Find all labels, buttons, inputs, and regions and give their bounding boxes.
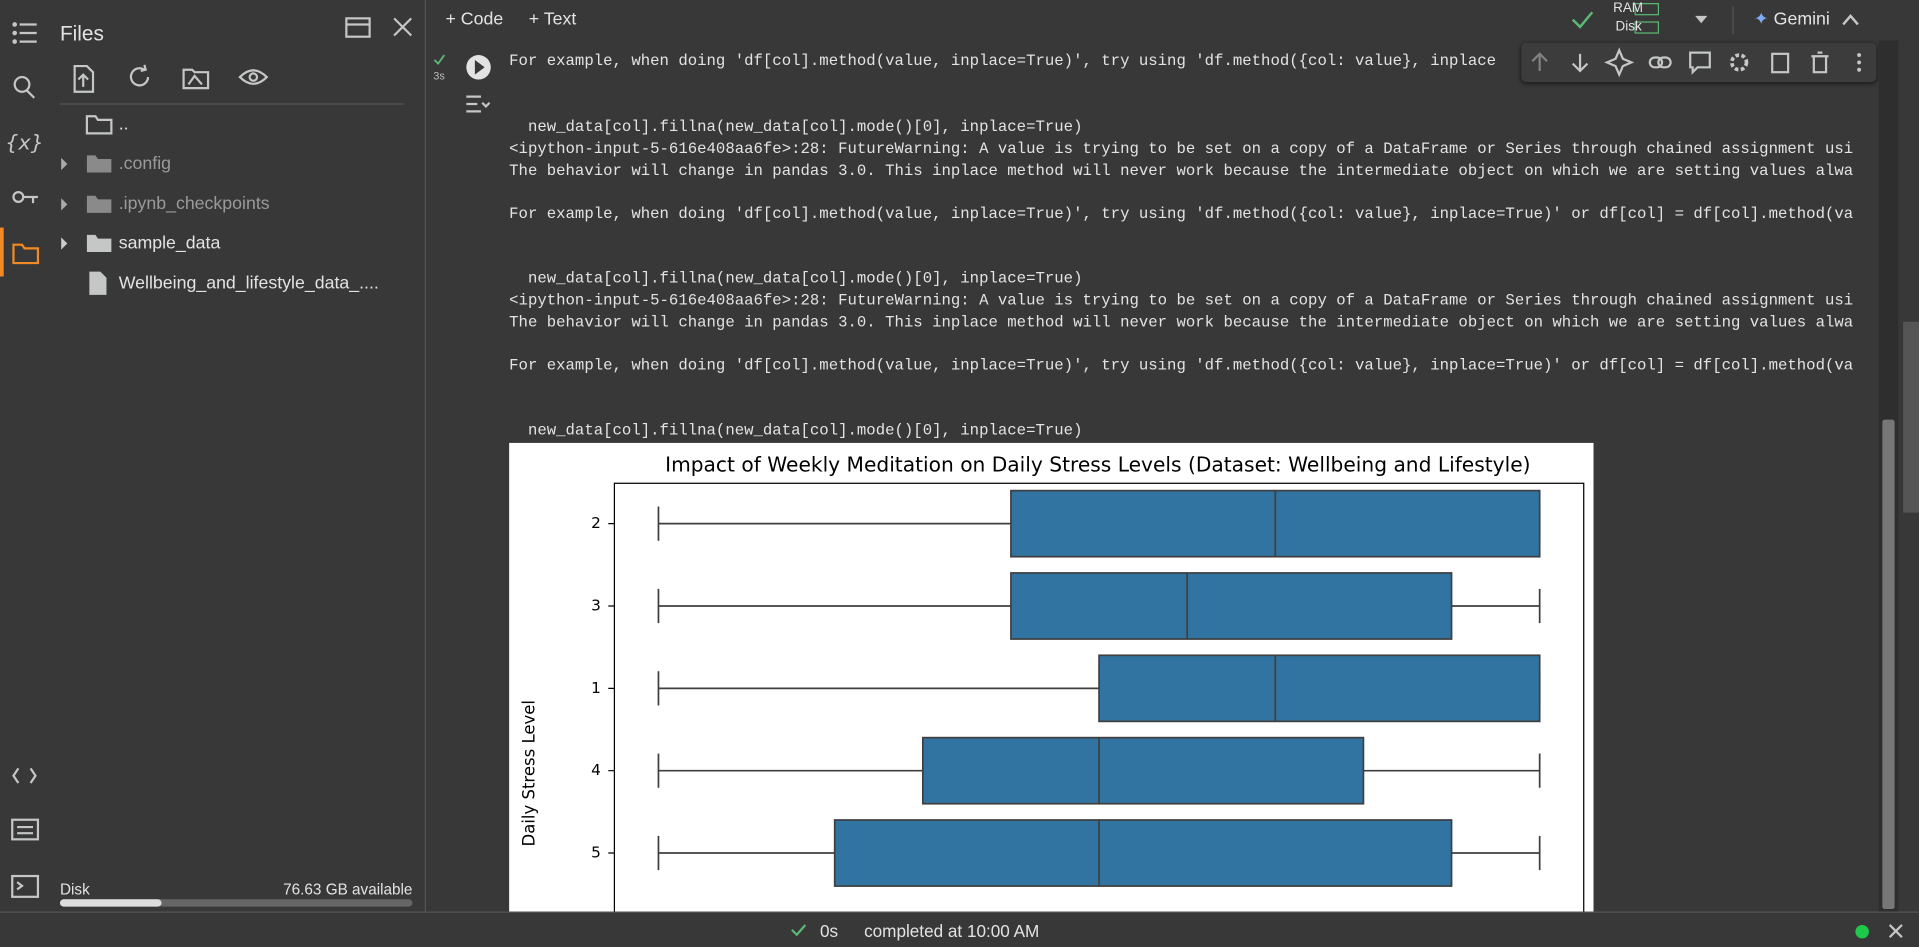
- move-down-icon[interactable]: [1571, 53, 1589, 73]
- success-icon: [433, 54, 446, 66]
- label: Text: [543, 9, 577, 30]
- box: [833, 819, 1453, 887]
- file-item[interactable]: .config: [118, 154, 172, 174]
- toolbar-icons: [1571, 3, 1859, 35]
- file-item[interactable]: ..: [118, 115, 129, 135]
- resources-dropdown[interactable]: [1695, 15, 1708, 24]
- panel-icons: [59, 17, 413, 907]
- file-item[interactable]: Wellbeing_and_lifestyle_data_....: [118, 274, 379, 294]
- code-snippets-icon[interactable]: [12, 767, 37, 784]
- mirror-icon[interactable]: [1771, 52, 1790, 74]
- new-window-icon[interactable]: [345, 17, 371, 38]
- output-line: For example, when doing 'df[col].method(…: [509, 356, 1854, 375]
- variables-icon[interactable]: {x}: [5, 130, 44, 154]
- upload-icon[interactable]: [73, 64, 95, 93]
- disk-label: Disk: [59, 880, 90, 899]
- connection-dot: [1855, 924, 1869, 939]
- y-tick-label: 4: [591, 761, 601, 779]
- elapsed-time: 0s: [820, 921, 839, 941]
- search-icon[interactable]: [13, 75, 36, 99]
- file-icons: [61, 115, 113, 295]
- output-line: For example, when doing 'df[col].method(…: [509, 204, 1854, 223]
- scrollbar-track: [1878, 40, 1899, 912]
- link-icon[interactable]: [1648, 56, 1672, 69]
- output-line: new_data[col].fillna(new_data[col].mode(…: [509, 420, 1083, 440]
- menu-icon[interactable]: [12, 22, 37, 44]
- toolbar: + Code + Text RAM Disk ✦ Gemini: [426, 0, 1919, 40]
- hidden-files-icon[interactable]: [238, 69, 269, 85]
- status-check: [791, 924, 807, 937]
- output-line: The behavior will change in pandas 3.0. …: [509, 313, 1854, 332]
- command-palette-icon[interactable]: [11, 818, 40, 841]
- page-scrollbar[interactable]: [1903, 321, 1919, 513]
- label: Gemini: [1773, 9, 1830, 30]
- files-icon[interactable]: [12, 243, 40, 265]
- output-line: The behavior will change in pandas 3.0. …: [509, 161, 1854, 180]
- output-line: For example, when doing 'df[col].method(…: [509, 51, 1497, 70]
- icon-rail: {x}: [0, 22, 44, 898]
- output-line: <ipython-input-5-616e408aa6fe>:28: Futur…: [509, 291, 1854, 310]
- more-icon[interactable]: [1857, 53, 1862, 72]
- delete-icon[interactable]: [1811, 51, 1829, 74]
- ram-label: RAM: [1613, 1, 1644, 16]
- plot-frame: [613, 482, 1585, 912]
- refresh-icon[interactable]: [129, 64, 150, 87]
- scrollbar-thumb[interactable]: [1882, 419, 1895, 910]
- active-indicator: [0, 227, 4, 277]
- connected-icon: [1571, 11, 1594, 29]
- y-tick-label: 1: [591, 679, 601, 697]
- add-text-button[interactable]: + Text: [528, 9, 577, 30]
- y-tick-label: 2: [591, 514, 601, 532]
- y-axis-label: Daily Stress Level: [519, 700, 538, 846]
- file-item[interactable]: .ipynb_checkpoints: [118, 194, 270, 215]
- run-icon: [474, 59, 485, 75]
- cell-toolbar: [1521, 42, 1877, 82]
- settings-icon[interactable]: [1729, 53, 1749, 72]
- disk-meter: [1634, 21, 1659, 34]
- terminal-icon[interactable]: [11, 874, 40, 898]
- disk-label: Disk: [1615, 19, 1642, 35]
- collapse-icon[interactable]: [1842, 14, 1859, 26]
- output-menu-icon[interactable]: [466, 95, 491, 113]
- secrets-icon[interactable]: [12, 190, 38, 204]
- output-line: new_data[col].fillna(new_data[col].mode(…: [509, 117, 1083, 136]
- cell-gutter: [433, 54, 491, 113]
- output-line: new_data[col].fillna(new_data[col].mode(…: [509, 269, 1083, 288]
- files-panel: Files .. .config .ipynb_checkpoints samp…: [49, 0, 426, 912]
- status-bar: 0s completed at 10:00 AM: [0, 911, 1919, 947]
- chart-title: Impact of Weekly Meditation on Daily Str…: [665, 453, 1530, 477]
- add-code-button[interactable]: + Code: [445, 9, 504, 30]
- close-status-icon[interactable]: [1887, 923, 1904, 940]
- completed-text: completed at 10:00 AM: [864, 921, 1040, 941]
- gemini-icon[interactable]: [1604, 47, 1635, 78]
- chart: Impact of Weekly Meditation on Daily Str…: [509, 442, 1594, 912]
- box: [1098, 654, 1541, 723]
- comment-icon[interactable]: [1689, 51, 1711, 75]
- run-time: 3s: [433, 69, 445, 82]
- cell-toolbar-icons: [1531, 47, 1862, 78]
- file-item[interactable]: sample_data: [118, 233, 221, 254]
- move-up-icon[interactable]: [1531, 52, 1548, 71]
- label: Code: [460, 9, 504, 30]
- disk-used: [59, 899, 162, 907]
- close-icon[interactable]: [393, 17, 413, 37]
- gemini-button[interactable]: ✦ Gemini: [1753, 9, 1830, 30]
- panel-title: Files: [59, 22, 104, 46]
- ram-meter: [1634, 3, 1659, 16]
- output-area: For example, when doing 'df[col].method(…: [509, 51, 1854, 912]
- drive-icon[interactable]: [182, 68, 210, 90]
- box: [921, 736, 1365, 805]
- output-line: <ipython-input-5-616e408aa6fe>:28: Futur…: [509, 139, 1854, 158]
- y-tick-label: 5: [591, 844, 601, 862]
- box: [1010, 572, 1453, 640]
- disk-available: 76.63 GB available: [283, 880, 413, 899]
- y-tick-label: 3: [591, 597, 601, 615]
